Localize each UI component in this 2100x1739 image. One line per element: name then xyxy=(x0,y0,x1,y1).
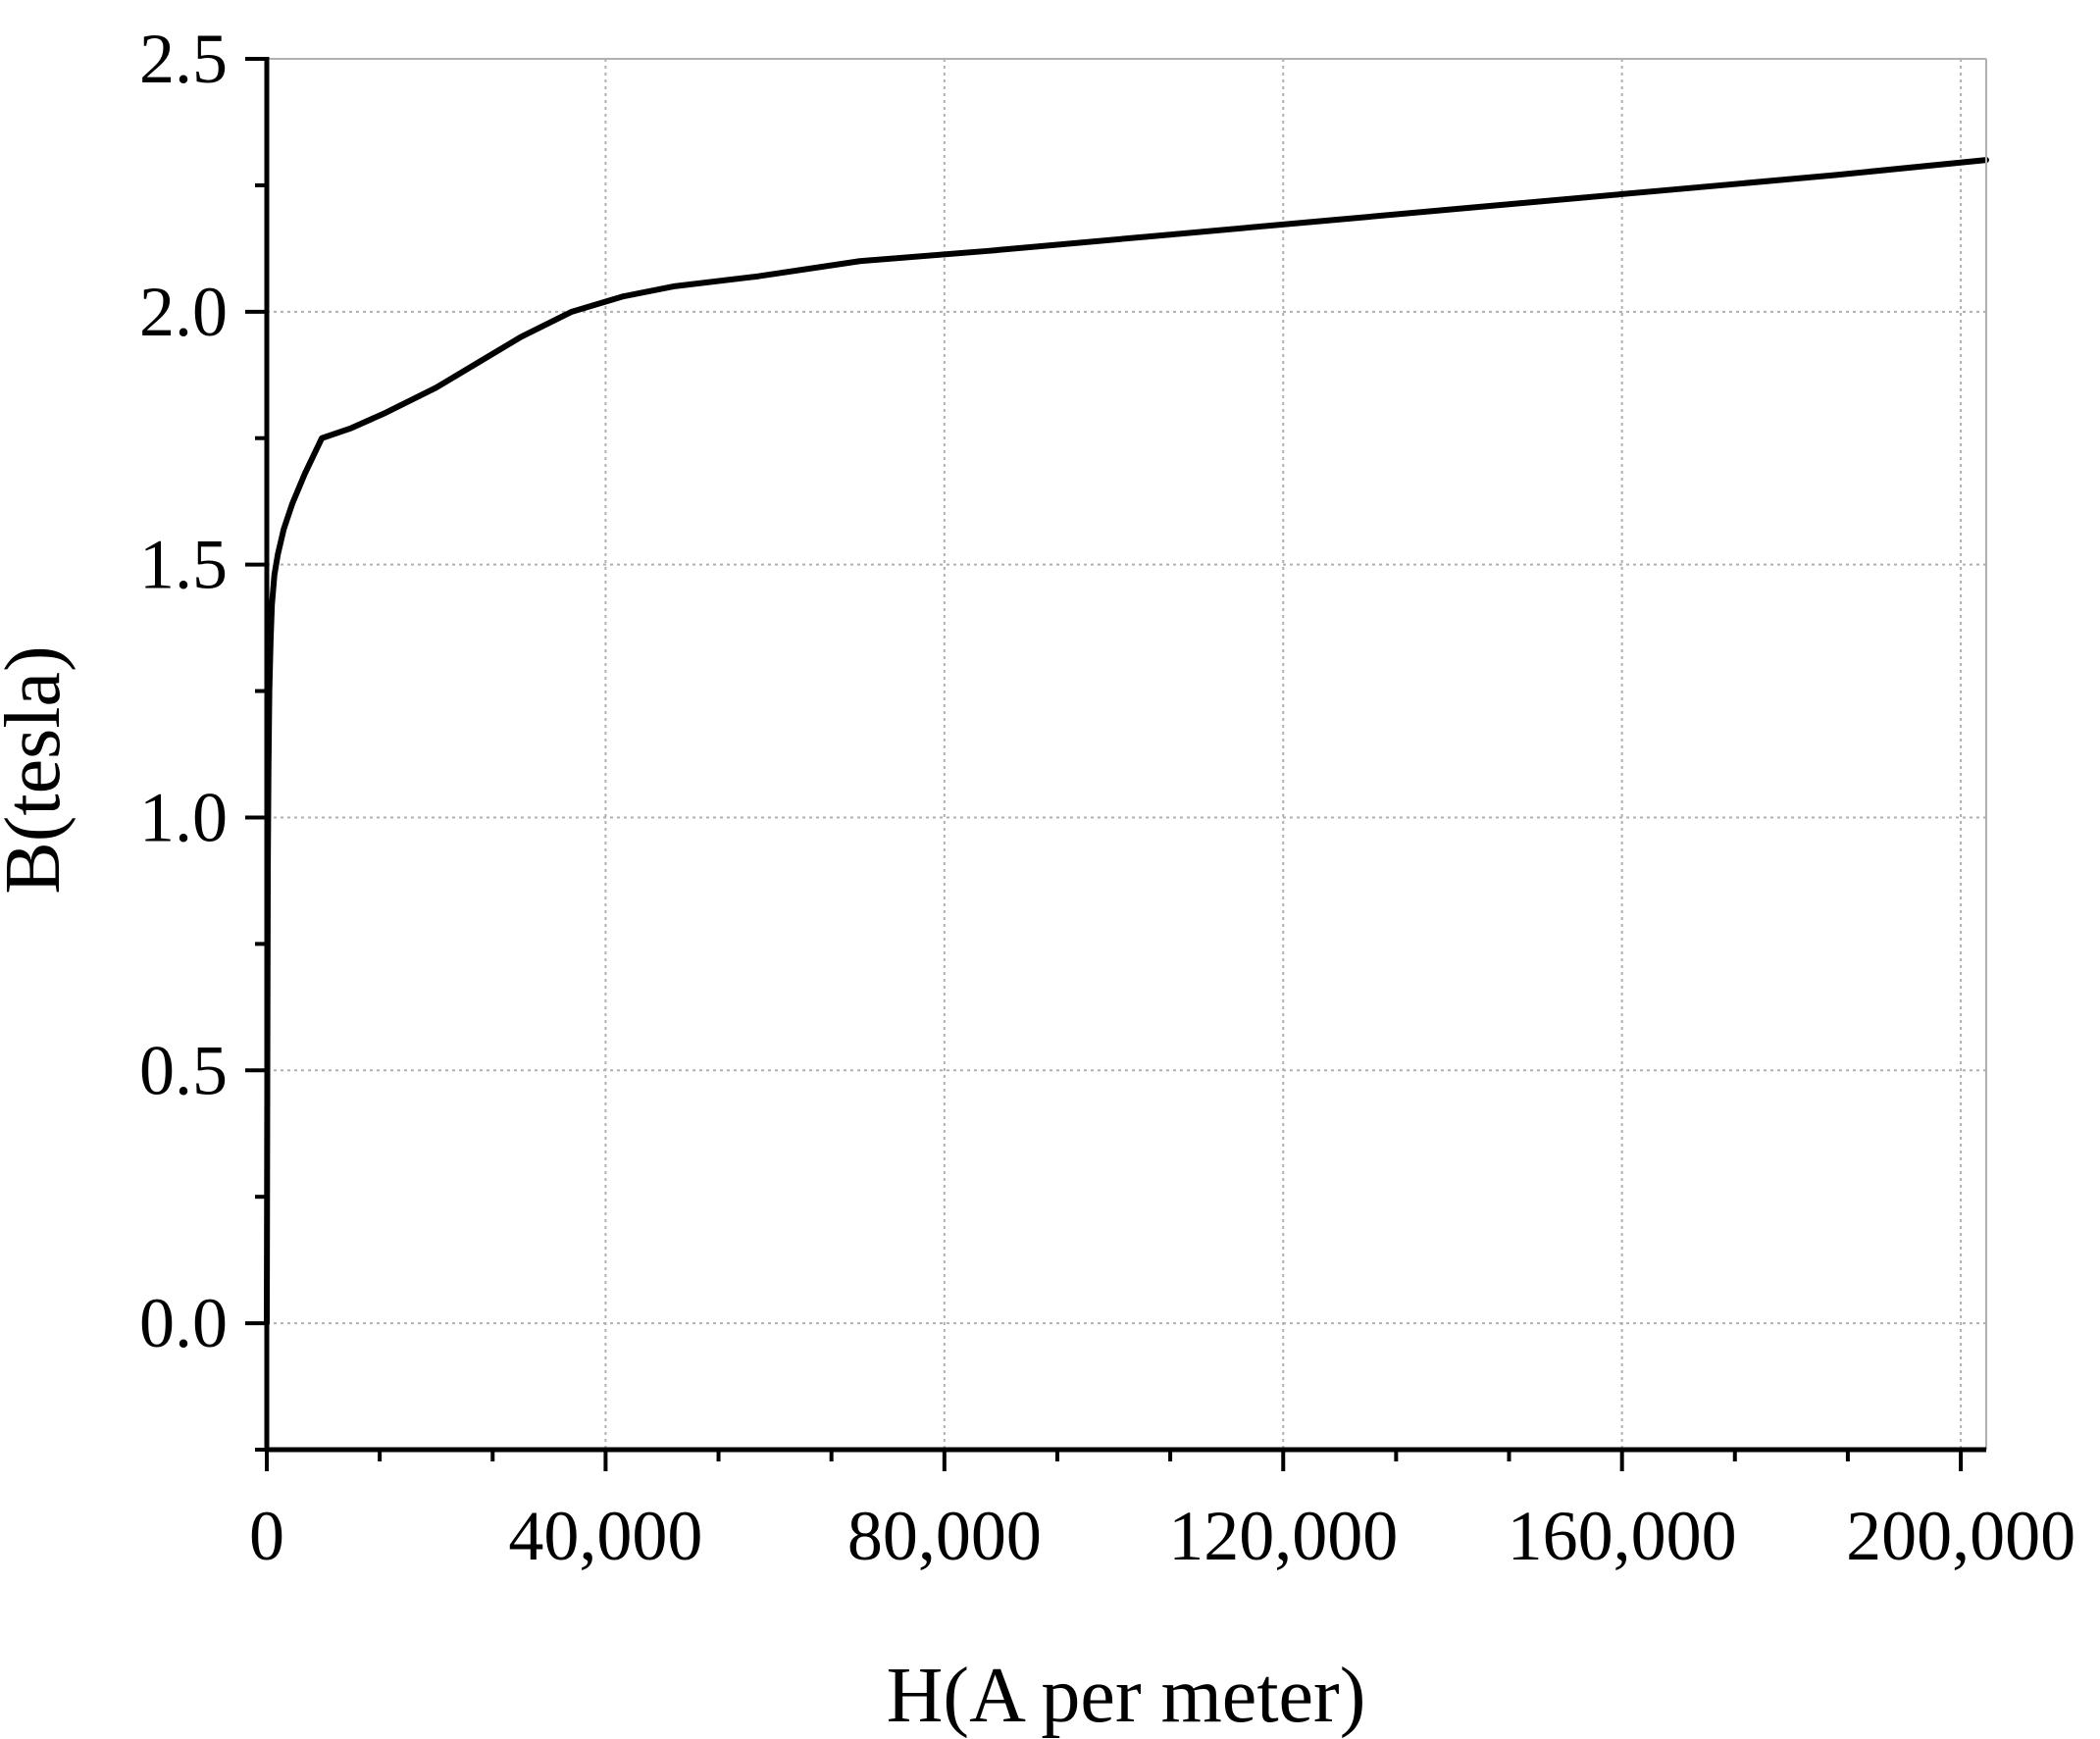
y-tick-label-5: 2.5 xyxy=(139,20,228,98)
grid xyxy=(267,58,1986,1450)
x-tick-label-1: 40,000 xyxy=(508,1497,702,1575)
y-axis-title: B(tesla) xyxy=(0,645,77,894)
bh-curve-line xyxy=(264,157,1989,1327)
x-tick-label-4: 160,000 xyxy=(1508,1497,1737,1575)
x-tick-label-3: 120,000 xyxy=(1168,1497,1398,1575)
x-tick-label-5: 200,000 xyxy=(1846,1497,2075,1575)
axes xyxy=(264,57,1987,1453)
x-axis-title: H(A per meter) xyxy=(887,1653,1366,1739)
y-tick-label-1: 0.5 xyxy=(139,1031,228,1109)
tick-labels: 0 40,000 80,000 120,000 160,000 200,000 0.0 0.5… xyxy=(139,20,2075,1575)
ticks xyxy=(245,57,1964,1471)
y-tick-label-0: 0.0 xyxy=(139,1284,228,1362)
x-tick-label-2: 80,000 xyxy=(847,1497,1042,1575)
x-tick-label-0: 0 xyxy=(249,1497,284,1575)
y-tick-label-3: 1.5 xyxy=(139,526,228,604)
y-tick-label-4: 2.0 xyxy=(139,273,228,351)
y-tick-label-2: 1.0 xyxy=(139,778,228,856)
